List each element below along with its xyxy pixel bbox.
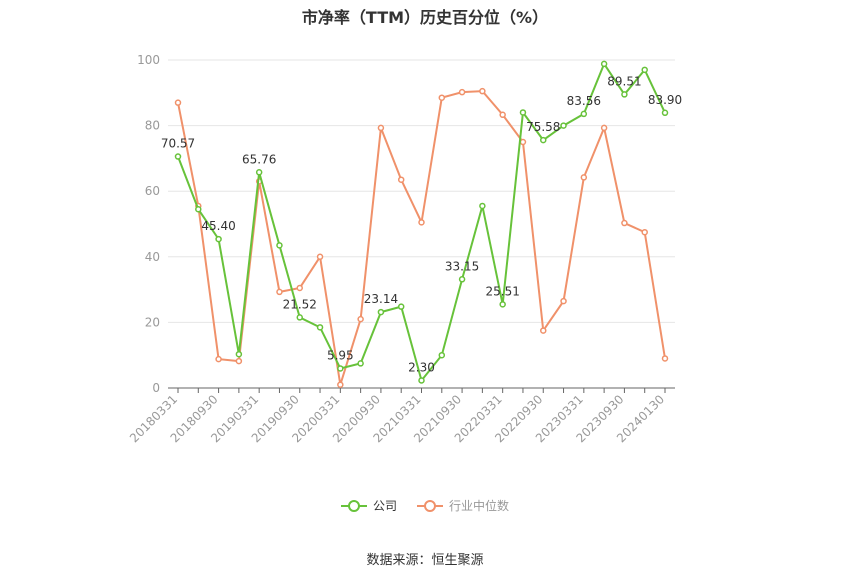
- y-tick-label: 80: [145, 119, 160, 133]
- data-label: 2.30: [408, 360, 435, 374]
- point-industry: [540, 327, 547, 334]
- point-company: [235, 350, 243, 358]
- point-company: [560, 122, 567, 129]
- legend-industry-marker: [417, 499, 443, 512]
- series-layer: [174, 60, 669, 388]
- data-label: 33.15: [445, 259, 479, 273]
- point-industry: [215, 355, 222, 363]
- data-source: 数据来源：恒生聚源: [366, 553, 484, 568]
- data-label: 75.58: [526, 120, 560, 134]
- data-label: 21.52: [283, 297, 317, 311]
- y-tick-label: 60: [145, 184, 160, 198]
- point-industry: [661, 355, 669, 362]
- point-industry: [316, 253, 324, 261]
- point-company: [621, 91, 628, 98]
- data-label: 5.95: [327, 348, 354, 362]
- legend-industry-label: 行业中位数: [449, 499, 510, 513]
- point-company: [195, 205, 202, 213]
- legend-company-marker: [340, 499, 367, 512]
- point-company: [255, 169, 263, 176]
- point-company: [418, 377, 425, 384]
- point-industry: [276, 288, 283, 296]
- point-industry: [641, 228, 648, 236]
- point-industry: [377, 124, 385, 132]
- data-label: 83.90: [648, 93, 682, 107]
- legend-company-label: 公司: [372, 499, 397, 513]
- legend-item-industry[interactable]: 行业中位数: [417, 497, 509, 514]
- legend-item-company[interactable]: 公司: [340, 497, 397, 514]
- point-industry: [397, 176, 405, 183]
- point-company: [337, 365, 344, 372]
- data-label: 25.51: [485, 284, 519, 298]
- y-tick-label: 100: [137, 53, 160, 67]
- point-industry: [438, 94, 446, 101]
- point-industry: [337, 381, 344, 388]
- data-label: 45.40: [201, 219, 235, 233]
- y-tick-label: 0: [152, 381, 160, 395]
- point-industry: [580, 174, 588, 181]
- data-label: 89.51: [607, 74, 641, 88]
- point-company: [540, 136, 547, 144]
- point-industry: [458, 88, 466, 96]
- point-company: [661, 109, 669, 117]
- point-company: [215, 235, 222, 243]
- point-industry: [560, 297, 567, 305]
- data-labels: 70.57 45.40 65.76 21.52 5.95 23.14 2.30 33.15 25…: [161, 74, 682, 374]
- point-company: [438, 351, 446, 359]
- point-company: [458, 276, 466, 283]
- point-company: [174, 153, 182, 160]
- data-label: 70.57: [161, 137, 195, 151]
- point-company: [276, 242, 283, 249]
- point-company: [479, 202, 486, 210]
- point-company: [580, 110, 588, 118]
- grid-lines: [168, 59, 675, 323]
- point-industry: [174, 99, 182, 106]
- point-industry: [357, 315, 364, 323]
- y-tick-label: 20: [145, 315, 160, 329]
- point-company: [600, 60, 608, 68]
- point-company: [519, 109, 527, 116]
- data-label: 23.14: [364, 292, 398, 306]
- point-industry: [235, 357, 243, 365]
- point-industry: [519, 138, 527, 146]
- point-company: [499, 301, 506, 308]
- point-industry: [600, 124, 608, 132]
- point-industry: [418, 219, 425, 226]
- data-label: 65.76: [242, 152, 276, 166]
- point-company: [357, 360, 364, 367]
- data-label: 83.56: [567, 94, 601, 108]
- point-company: [296, 314, 303, 321]
- y-tick-label: 40: [145, 250, 160, 264]
- point-company: [641, 66, 648, 74]
- point-industry: [296, 284, 303, 292]
- axes: 0204060801002018033120180930201903312019…: [127, 53, 675, 445]
- point-industry: [479, 87, 486, 95]
- chart-title: 市净率（TTM）历史百分位（%）: [301, 8, 549, 27]
- point-company: [316, 324, 324, 331]
- point-company: [377, 308, 385, 316]
- legend: 公司 行业中位数: [0, 497, 850, 514]
- point-industry: [499, 111, 506, 119]
- point-industry: [621, 219, 628, 227]
- point-company: [397, 303, 405, 310]
